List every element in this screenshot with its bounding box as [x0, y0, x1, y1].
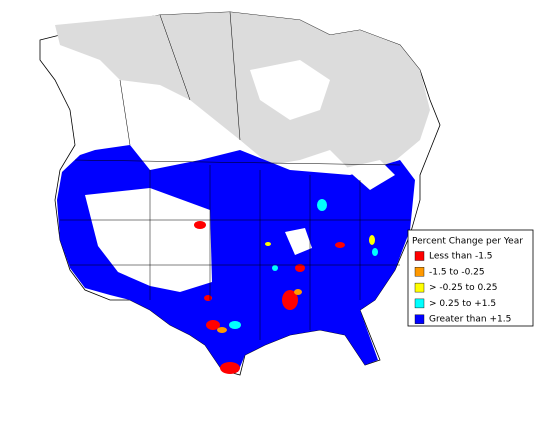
patch-red: [206, 320, 220, 330]
patch-red: [295, 264, 305, 272]
legend-title: Percent Change per Year: [412, 237, 523, 247]
legend-swatch: [414, 267, 425, 277]
patch-yellow: [265, 242, 271, 246]
patch-red: [282, 290, 298, 310]
legend-box: [407, 229, 534, 327]
patch-cyan: [229, 321, 241, 329]
interior-white: [345, 160, 395, 190]
patch-cyan: [272, 265, 278, 271]
legend-label: > -0.25 to 0.25: [429, 283, 497, 293]
patch-orange: [217, 327, 227, 333]
legend-swatch: [414, 282, 425, 293]
no-data-region: [55, 12, 430, 170]
interior-white: [85, 188, 212, 292]
patch-red: [204, 295, 212, 301]
patch-red: [220, 362, 240, 374]
patch-cyan: [372, 248, 378, 256]
patch-red: [335, 242, 345, 248]
legend-label: Less than -1.5: [429, 252, 493, 262]
legend-label: -1.5 to -0.25: [429, 267, 485, 277]
legend-swatch: [414, 298, 425, 309]
white-cutout: [250, 60, 330, 120]
legend-label: Greater than +1.5: [429, 315, 511, 325]
legend-swatch: [414, 314, 425, 324]
patch-cyan: [317, 199, 327, 211]
legend-swatch: [414, 251, 425, 261]
legend: Percent Change per Year Less than -1.5 -1…: [407, 229, 534, 327]
map-layer: [39, 11, 441, 376]
patch-yellow: [369, 235, 375, 245]
decline-patches: [194, 199, 378, 374]
patch-orange: [294, 289, 302, 295]
patch-red: [194, 221, 206, 229]
interior-white: [285, 228, 312, 255]
legend-label: > 0.25 to +1.5: [429, 299, 496, 309]
borders: [60, 11, 410, 340]
